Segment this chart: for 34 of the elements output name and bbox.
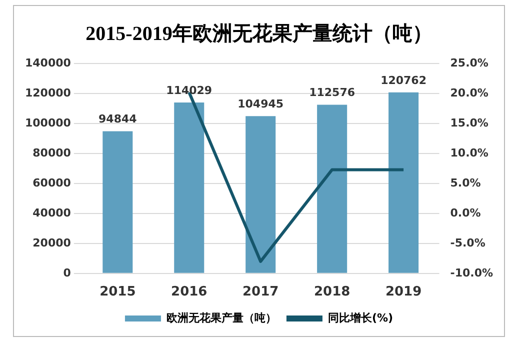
- y-tick-label: 80000: [32, 146, 72, 160]
- x-tick-label: 2017: [242, 284, 279, 300]
- y-tick-label: 60000: [32, 176, 72, 190]
- y2-tick-label: -5.0%: [450, 236, 486, 250]
- bar: [246, 116, 276, 273]
- y-tick-label: 100000: [24, 116, 72, 130]
- y2-tick-label: 15.0%: [450, 116, 488, 130]
- y2-tick-label: 5.0%: [450, 176, 481, 190]
- y2-tick-label: 20.0%: [450, 86, 488, 100]
- data-label: 112576: [309, 86, 356, 100]
- x-tick-label: 2015: [100, 284, 136, 300]
- data-label: 114029: [166, 84, 212, 97]
- y2-tick-label: 25.0%: [450, 56, 488, 70]
- y2-tick-label: 10.0%: [450, 146, 488, 160]
- y-tick-label: 140000: [24, 56, 72, 70]
- bar: [317, 104, 348, 273]
- bar: [102, 131, 133, 273]
- chart-title: 2015-2019年欧洲无花果产量统计（吨）: [84, 22, 434, 47]
- bar: [388, 92, 419, 273]
- y-tick-label: 0: [63, 266, 72, 280]
- bar: [174, 102, 204, 273]
- x-tick-label: 2019: [385, 284, 422, 300]
- legend-label: 欧洲无花果产量（吨）: [166, 311, 276, 324]
- data-label: 94844: [98, 112, 138, 126]
- x-tick-label: 2016: [171, 284, 208, 300]
- y-tick-label: 20000: [32, 236, 72, 250]
- y-tick-label: 40000: [32, 206, 72, 220]
- data-label: 120762: [380, 74, 427, 87]
- y2-tick-label: 0.0%: [450, 206, 481, 220]
- x-tick-label: 2018: [314, 284, 350, 300]
- legend-label: 同比增长(%): [328, 311, 394, 324]
- y-tick-label: 120000: [24, 86, 72, 100]
- data-label: 104945: [238, 97, 284, 110]
- y2-tick-label: -10.0%: [450, 266, 494, 280]
